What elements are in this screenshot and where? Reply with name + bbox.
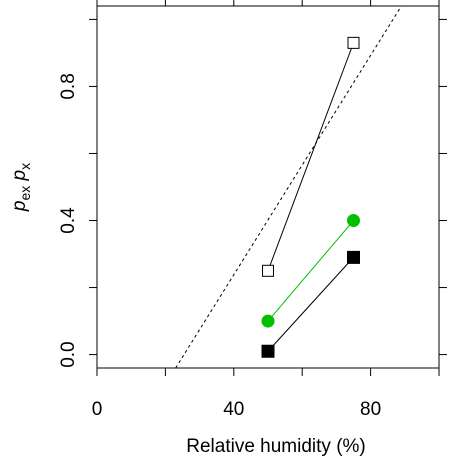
series-line — [267, 257, 354, 352]
y-tick-label: 0.4 — [58, 207, 79, 234]
data-point — [262, 264, 274, 277]
plot-frame — [96, 5, 440, 369]
y-tick-label: 0.0 — [58, 341, 79, 367]
data-point — [261, 344, 275, 358]
series-line — [267, 220, 354, 322]
x-tick-label: 0 — [92, 399, 103, 420]
series-line — [267, 42, 354, 271]
y-label-p1: p — [9, 201, 30, 213]
y-axis-label: pex px — [9, 163, 33, 212]
x-tick-label: 80 — [360, 399, 381, 420]
data-point — [261, 314, 275, 328]
data-point — [347, 214, 360, 228]
x-tick-label: 40 — [223, 399, 244, 420]
y-tick-label: 0.8 — [58, 73, 79, 99]
svg-text:pex px: pex px — [9, 163, 33, 212]
y-label-sub1: ex — [17, 186, 33, 201]
x-axis-label: Relative humidity (%) — [186, 436, 366, 457]
y-label-sub2: x — [17, 163, 33, 170]
reference-line — [175, 5, 402, 369]
data-point — [347, 36, 360, 49]
data-point — [347, 250, 360, 264]
y-label-p2: p — [9, 170, 30, 182]
